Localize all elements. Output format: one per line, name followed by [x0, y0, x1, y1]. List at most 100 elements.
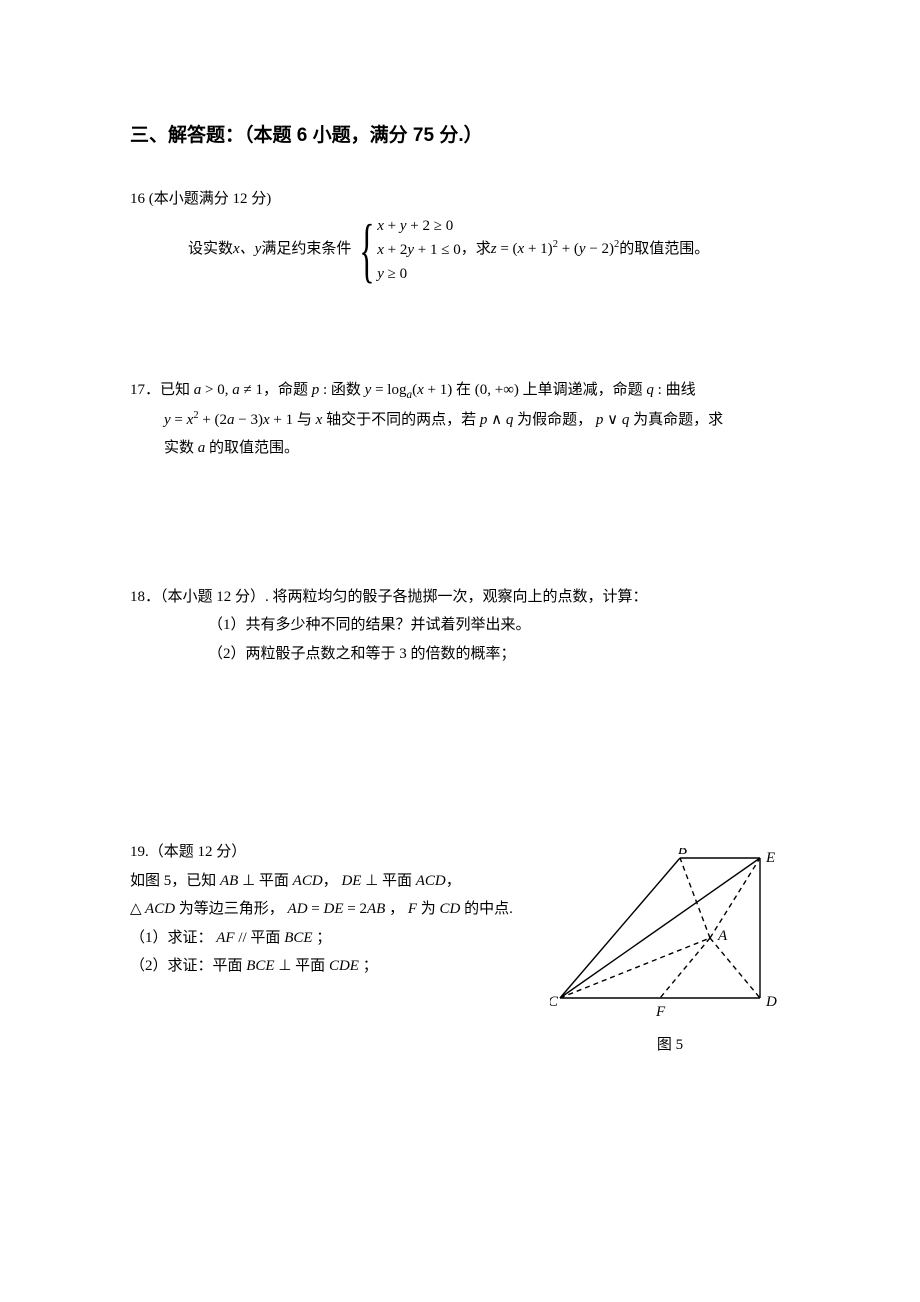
svg-text:A: A — [717, 928, 728, 944]
q17-l2e: + (2 — [199, 412, 227, 428]
brace-left: { — [360, 213, 375, 286]
q17-l2i: + 1 — [270, 412, 293, 428]
q19-tri: △ — [130, 901, 142, 917]
q17-q: q — [646, 382, 654, 398]
q19-AB2: AB — [367, 901, 385, 917]
q17-l1c: > 0, — [201, 382, 232, 398]
zg: y — [579, 241, 586, 257]
q19-AF: AF — [216, 930, 234, 946]
q19-l2i: ， — [385, 901, 408, 917]
q19-ACD: ACD — [293, 873, 323, 889]
q19-AD: AD — [288, 901, 308, 917]
svg-text:D: D — [765, 994, 777, 1010]
figure-5: B E A C F D 图 5 — [550, 848, 790, 1059]
q19-l4e: ； — [359, 958, 378, 974]
q19-l3a: （1）求证： — [130, 930, 216, 946]
q17-a3: a — [227, 412, 235, 428]
q17-int: (0, +∞) — [475, 382, 519, 398]
q16-mid: ，求 — [461, 235, 491, 264]
q16-pre2: 满足约束条件 — [261, 235, 351, 264]
q19-l1a: 如图 5，已知 — [130, 873, 220, 889]
zf: + ( — [558, 241, 579, 257]
c2-t: + 1 ≤ 0 — [414, 242, 461, 258]
q19-CD: CD — [440, 901, 461, 917]
q17-l3a: 实数 — [164, 440, 198, 456]
q19-l1i: ， — [446, 873, 461, 889]
q19-l1e: ， — [323, 873, 342, 889]
q17-l1h: : 函数 — [319, 382, 364, 398]
q17-l2l: 轴交于不同的两点，若 — [322, 412, 480, 428]
question-18: 18．（本小题 12 分）. 将两粒均匀的骰子各抛掷一次，观察向上的点数，计算：… — [130, 583, 790, 669]
zd: + 1) — [524, 241, 552, 257]
q17-or: ∨ — [603, 412, 621, 428]
c2-p: + 2 — [384, 242, 407, 258]
q16-tail: 的取值范围。 — [619, 235, 709, 264]
zb: = ( — [497, 241, 518, 257]
q18-p2: （2）两粒骰子点数之和等于 3 的倍数的概率； — [130, 640, 790, 669]
q17-a2: a — [232, 382, 240, 398]
svg-text:F: F — [655, 1004, 666, 1018]
q19-ACD3: ACD — [142, 901, 175, 917]
q19-DE2: DE — [324, 901, 344, 917]
q17-l2t: 为真命题，求 — [629, 412, 723, 428]
q19-BCE: BCE — [284, 930, 312, 946]
q17-x3: x — [263, 412, 270, 428]
question-19: 19.（本题 12 分） 如图 5，已知 AB ⊥ 平面 ACD， DE ⊥ 平… — [130, 838, 790, 1059]
q19-l1g: ⊥ 平面 — [361, 873, 415, 889]
c1-p: + — [384, 218, 400, 234]
svg-text:E: E — [765, 850, 775, 866]
q18-head: 18．（本小题 12 分）. 将两粒均匀的骰子各抛掷一次，观察向上的点数，计算： — [130, 583, 790, 612]
q19-head: 19.（本题 12 分） — [130, 838, 530, 867]
q17-l2p: 为假命题， — [513, 412, 596, 428]
zh: − 2) — [586, 241, 614, 257]
q19-ACD2: ACD — [416, 873, 446, 889]
q16-head: 16 (本小题满分 12 分) — [130, 185, 790, 214]
q18-p1: （1）共有多少种不同的结果？并试着列举出来。 — [130, 611, 790, 640]
q19-l2k: 为 — [417, 901, 440, 917]
question-17: 17．已知 a > 0, a ≠ 1，命题 p : 函数 y = loga(x … — [130, 376, 790, 463]
q17-l1e: ≠ 1 — [240, 382, 263, 398]
q17-l1a: 17．已知 — [130, 382, 194, 398]
q17-x: x — [417, 382, 424, 398]
c1-x: x — [377, 218, 384, 234]
q17-log: = log — [371, 382, 406, 398]
q16-pre: 设实数 — [188, 235, 233, 264]
q19-eq2: = 2 — [344, 901, 367, 917]
q19-l2c: 为等边三角形， — [175, 901, 288, 917]
q17-y2: y — [164, 412, 171, 428]
c3-t: ≥ 0 — [384, 266, 407, 282]
q16-constraints: x + y + 2 ≥ 0 x + 2y + 1 ≤ 0 y ≥ 0 — [377, 214, 461, 286]
q17-rp: + 1) — [424, 382, 452, 398]
q19-l3e: ； — [313, 930, 332, 946]
svg-text:B: B — [678, 848, 687, 858]
q17-l1f: ，命题 — [263, 382, 312, 398]
q19-l4a: （2）求证：平面 — [130, 958, 246, 974]
q16-vars: x、y — [233, 235, 261, 264]
q17-l1s: : 曲线 — [654, 382, 696, 398]
q17-and: ∧ — [487, 412, 505, 428]
q19-CDE: CDE — [329, 958, 359, 974]
q19-AB: AB — [220, 873, 238, 889]
q19-F: F — [408, 901, 417, 917]
c1-t: + 2 ≥ 0 — [407, 218, 454, 234]
q17-l1q: 上单调递减，命题 — [519, 382, 647, 398]
q17-eq: = — [171, 412, 187, 428]
q17-l2g: − 3) — [235, 412, 263, 428]
section-title: 三、解答题：（本题 6 小题，满分 75 分.） — [130, 120, 790, 147]
c2-x: x — [377, 242, 384, 258]
figure-5-caption: 图 5 — [550, 1031, 790, 1060]
q17-l1o: 在 — [452, 382, 475, 398]
c1-y: y — [400, 218, 407, 234]
question-16: 16 (本小题满分 12 分) 设实数 x、y 满足约束条件 { x + y +… — [130, 185, 790, 286]
q19-l3c: // 平面 — [235, 930, 285, 946]
q19-l2m: 的中点. — [460, 901, 513, 917]
q19-BCE2: BCE — [246, 958, 274, 974]
q19-l4c: ⊥ 平面 — [275, 958, 329, 974]
q19-l1c: ⊥ 平面 — [238, 873, 292, 889]
q17-l2j: 与 — [293, 412, 316, 428]
q19-eq1: = — [308, 901, 324, 917]
svg-text:C: C — [550, 994, 559, 1010]
c3-y: y — [377, 266, 384, 282]
q19-DE: DE — [341, 873, 361, 889]
q17-l3c: 的取值范围。 — [205, 440, 299, 456]
